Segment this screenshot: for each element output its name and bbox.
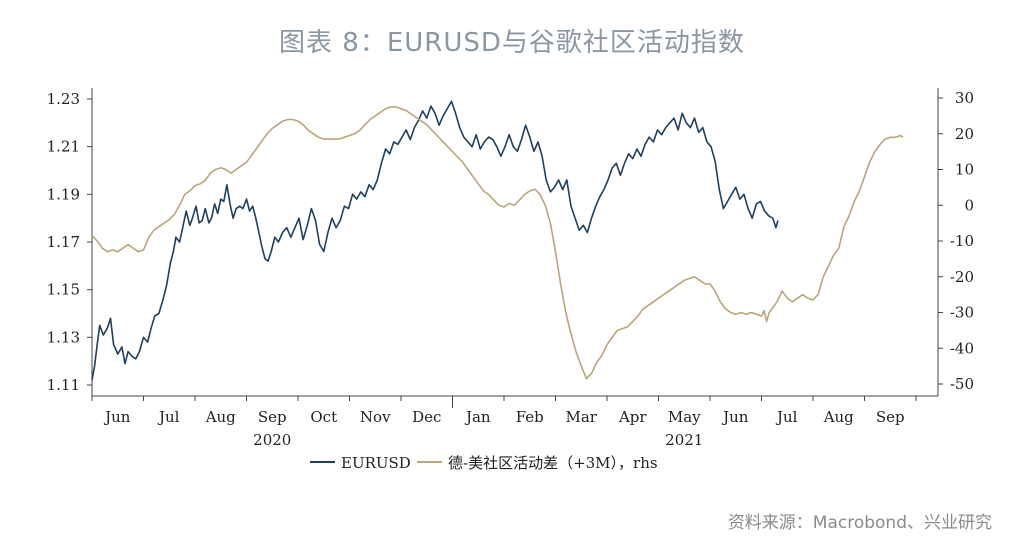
x-tick-label: Aug: [205, 408, 236, 426]
chart-legend: EURUSD 德-美社区活动差（+3M），rhs: [310, 454, 658, 472]
x-tick-label: Sep: [876, 408, 905, 426]
x-year-label: 2021: [665, 431, 703, 449]
y-left-tick-label: 1.13: [47, 328, 80, 346]
x-tick-label: Mar: [566, 408, 598, 426]
y-left-tick-label: 1.19: [47, 185, 80, 203]
x-tick-label: Oct: [310, 408, 337, 426]
y-left-tick-label: 1.15: [47, 281, 80, 299]
x-tick-label: Feb: [516, 408, 544, 426]
y-right-tick-label: 10: [955, 161, 974, 179]
y-right-tick-label: -20: [950, 268, 974, 286]
x-tick-label: Dec: [412, 408, 441, 426]
x-tick-label: Jun: [721, 408, 749, 426]
x-tick-label: Sep: [258, 408, 287, 426]
y-left-tick-label: 1.17: [47, 233, 80, 251]
x-tick-label: Aug: [823, 408, 854, 426]
series-line-activity-gap: [91, 106, 904, 380]
source-note: 资料来源：Macrobond、兴业研究: [727, 513, 992, 533]
x-tick-label: Jun: [103, 408, 131, 426]
chart-axes: 1.23 1.21 1.19 1.17 1.15 1.13 1.11 30 20 10 0 -10 -2…: [47, 88, 974, 449]
x-tick-label: Apr: [618, 408, 647, 426]
y-right-tick-label: 30: [955, 89, 974, 107]
y-left-tick-label: 1.23: [47, 90, 80, 108]
y-right-tick-label: -50: [950, 375, 974, 393]
legend-label-activity-gap: 德-美社区活动差（+3M），rhs: [448, 454, 658, 472]
y-right-tick-label: -10: [950, 232, 974, 250]
x-tick-label: Jan: [464, 408, 491, 426]
chart-series: [91, 100, 904, 381]
y-right-tick-label: 20: [955, 125, 974, 143]
x-tick-label: Nov: [360, 408, 391, 426]
x-tick-label: May: [668, 408, 701, 426]
x-tick-label: Jul: [157, 408, 180, 426]
x-year-label: 2020: [253, 431, 291, 449]
x-tick-label: Jul: [775, 408, 798, 426]
series-line-eurusd: [91, 100, 779, 381]
chart-title: 图表 8：EURUSD与谷歌社区活动指数: [279, 28, 745, 58]
y-left-tick-label: 1.21: [47, 138, 80, 156]
y-left-tick-label: 1.11: [47, 376, 80, 394]
y-right-tick-label: -40: [950, 339, 974, 357]
y-right-tick-label: 0: [964, 196, 974, 214]
legend-label-eurusd: EURUSD: [341, 454, 411, 472]
y-right-tick-label: -30: [950, 304, 974, 322]
